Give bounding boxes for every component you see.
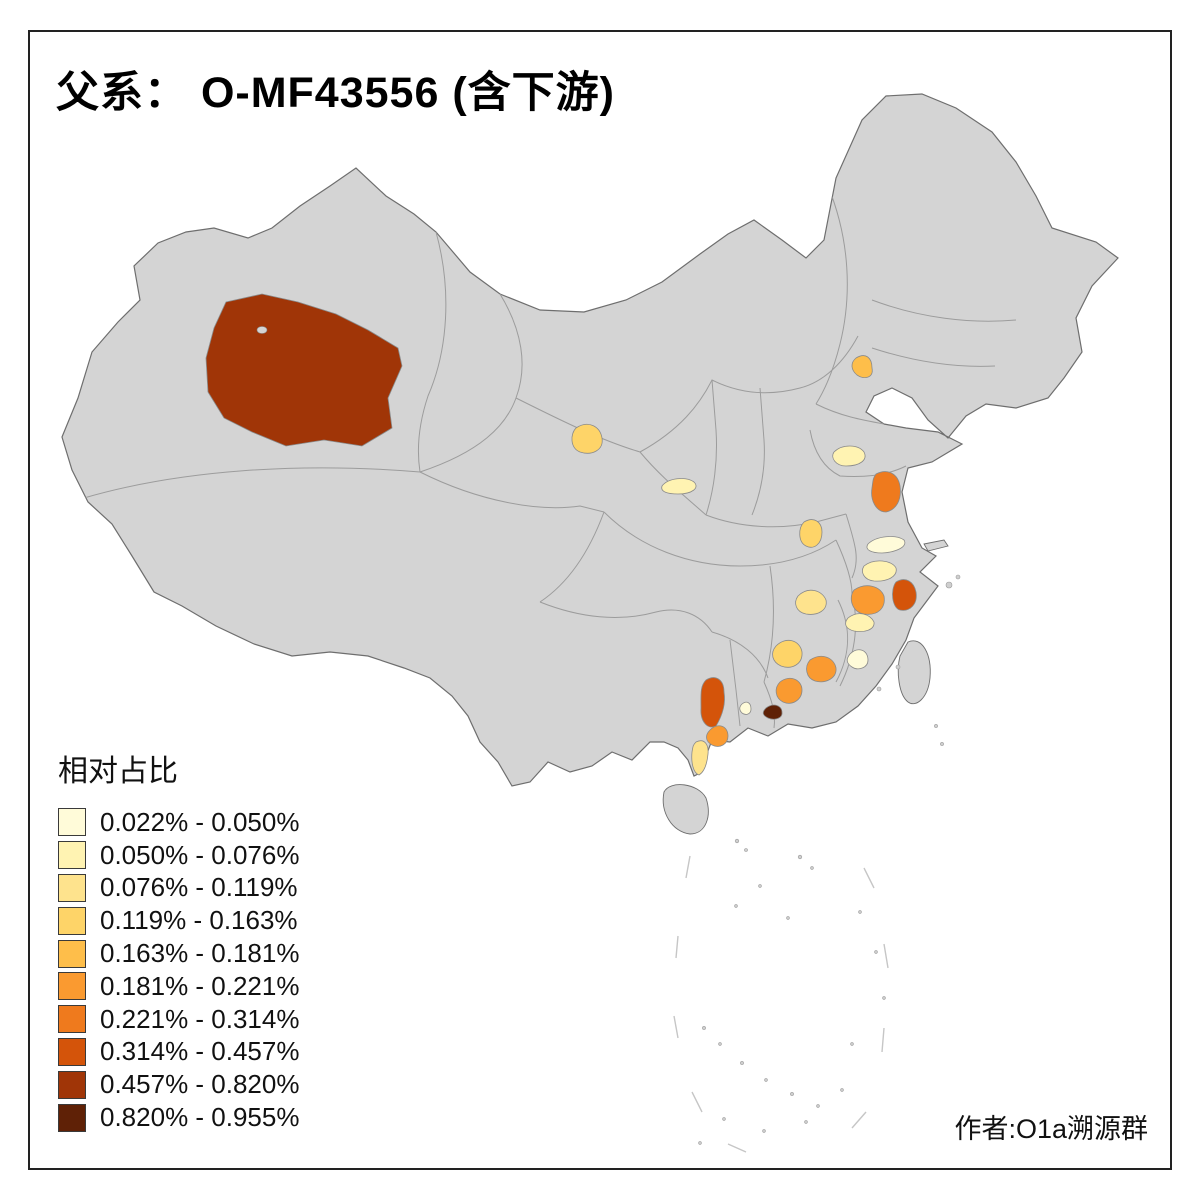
legend-swatch: [58, 1070, 86, 1099]
legend-label: 0.314% - 0.457%: [100, 1036, 300, 1067]
legend-item: 0.076% - 0.119%: [58, 872, 299, 905]
legend-item: 0.119% - 0.163%: [58, 904, 299, 937]
islet: [940, 742, 944, 746]
legend-swatch: [58, 841, 86, 870]
region-western-fujian: [806, 655, 837, 683]
legend-item: 0.457% - 0.820%: [58, 1068, 299, 1101]
legend-swatch: [58, 1005, 86, 1034]
region-southern-jiangsu: [866, 536, 906, 554]
legend-label: 0.820% - 0.955%: [100, 1102, 300, 1133]
page-title: 父系： O-MF43556 (含下游): [56, 69, 615, 117]
region-pearl-river-delta: [762, 704, 783, 720]
legend-label: 0.022% - 0.050%: [100, 806, 300, 837]
legend-swatch: [58, 939, 86, 968]
highlighted-regions: [205, 293, 917, 776]
nine-dash-line-marks: [673, 855, 889, 1153]
legend-swatch: [58, 1103, 86, 1132]
region-central-shaanxi: [661, 478, 697, 495]
region-southeastern-guangxi: [706, 725, 729, 747]
region-central-shandong: [832, 445, 866, 467]
legend-item: 0.820% - 0.955%: [58, 1101, 299, 1134]
legend-item: 0.163% - 0.181%: [58, 937, 299, 970]
legend-label: 0.457% - 0.820%: [100, 1069, 300, 1100]
region-southern-xinjiang: [205, 293, 403, 447]
islet: [934, 724, 938, 728]
legend-label: 0.050% - 0.076%: [100, 839, 300, 870]
region-hole: [256, 326, 268, 334]
legend-item: 0.314% - 0.457%: [58, 1036, 299, 1069]
province-borders: [83, 185, 1017, 729]
attribution-text: 作者:O1a溯源群: [954, 1114, 1148, 1144]
region-central-gansu: [571, 424, 603, 454]
legend-swatch: [58, 808, 86, 837]
legend-label: 0.076% - 0.119%: [100, 872, 298, 903]
region-central-anhui: [799, 519, 823, 548]
region-central-zhejiang: [850, 585, 885, 615]
legend-label: 0.163% - 0.181%: [100, 938, 300, 969]
legend-swatch: [58, 873, 86, 902]
legend-item: 0.022% - 0.050%: [58, 806, 299, 839]
pingtan-islet: [895, 664, 901, 670]
south-china-sea-islets: [673, 838, 889, 1153]
chongming-island: [923, 539, 949, 552]
region-zhejiang-coast: [892, 579, 917, 611]
region-coastal-fujian: [846, 649, 869, 670]
hainan-island: [662, 784, 709, 835]
legend-item: 0.221% - 0.314%: [58, 1003, 299, 1036]
region-hebei-coast: [851, 355, 873, 379]
legend-title: 相对占比: [58, 755, 178, 788]
region-jiangsu-coast: [871, 471, 901, 513]
legend-items: 0.022% - 0.050% 0.050% - 0.076% 0.076% - 0…: [58, 806, 299, 1134]
zhoushan-islet-2: [955, 574, 961, 580]
legend-label: 0.221% - 0.314%: [100, 1003, 300, 1034]
region-southern-jiangxi: [772, 639, 803, 668]
region-leizhou-peninsula: [691, 740, 709, 776]
region-western-guangdong: [739, 701, 752, 715]
penghu-islet: [876, 686, 882, 692]
legend: 相对占比 0.022% - 0.050% 0.050% - 0.076% 0.076…: [58, 746, 299, 1134]
zhoushan-islet: [945, 581, 953, 589]
legend-swatch: [58, 972, 86, 1001]
legend-label: 0.119% - 0.163%: [100, 905, 298, 936]
region-northern-zhejiang: [862, 560, 897, 582]
legend-label: 0.181% - 0.221%: [100, 970, 300, 1001]
legend-item: 0.050% - 0.076%: [58, 839, 299, 872]
region-northeastern-jiangxi: [795, 589, 827, 615]
legend-swatch: [58, 906, 86, 935]
islands: [662, 539, 961, 835]
legend-item: 0.181% - 0.221%: [58, 970, 299, 1003]
region-southern-zhejiang: [845, 613, 875, 632]
legend-swatch: [58, 1037, 86, 1066]
taiwan-island: [897, 640, 931, 705]
region-northern-guangdong: [775, 677, 803, 704]
